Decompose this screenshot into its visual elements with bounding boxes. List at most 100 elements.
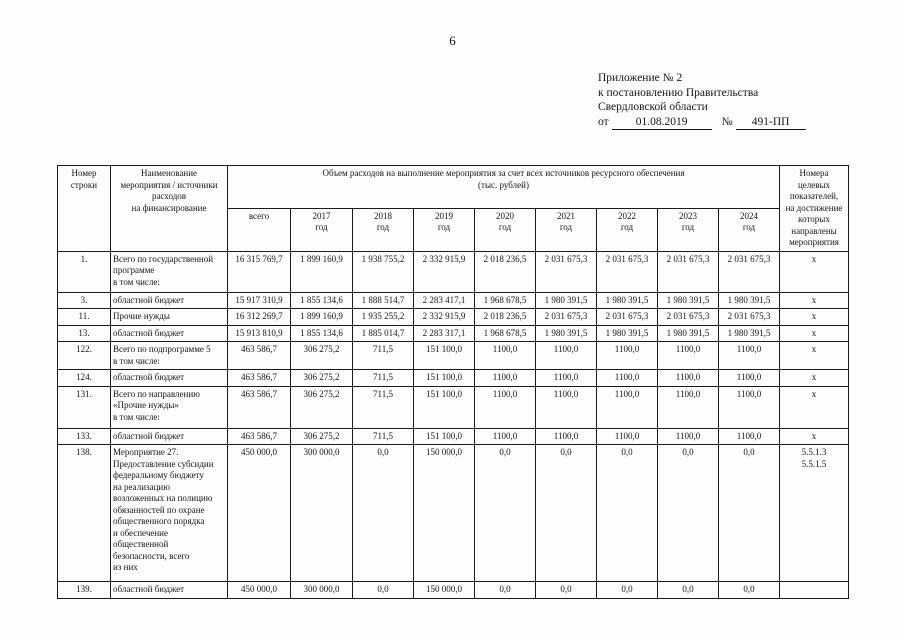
- row-value-cell: 2 031 675,3: [718, 308, 780, 326]
- row-value-cell: 15 917 310,9: [227, 291, 291, 309]
- row-value-cell: 0,0: [596, 581, 658, 599]
- row-value-cell: 0,0: [474, 444, 536, 582]
- table-row: 11. Прочие нужды 16 312 269,7 1 899 160,9 1 …: [57, 308, 849, 326]
- row-value-cell: 1100,0: [718, 385, 780, 429]
- header-targets: Номера целевых показателей, на достижени…: [779, 165, 849, 252]
- row-value-cell: 1100,0: [474, 385, 536, 429]
- budget-table: Номер строки Наименование мероприятия / …: [57, 165, 849, 599]
- row-target-cell: х: [779, 291, 849, 309]
- row-value-cell: 1100,0: [596, 341, 658, 370]
- row-value-cell: 1 935 255,2: [352, 308, 414, 326]
- row-target-cell: х: [779, 385, 849, 429]
- header-col-2023: 2023 год: [657, 207, 719, 252]
- row-value-cell: 1100,0: [474, 427, 536, 445]
- table-header: Номер строки Наименование мероприятия / …: [57, 165, 849, 252]
- row-number-cell: 124.: [57, 369, 111, 387]
- header-name: Наименование мероприятия / источники рас…: [110, 165, 228, 252]
- row-value-cell: 0,0: [718, 444, 780, 582]
- table-row: 122. Всего по подпрограмме 5 в том числе:…: [57, 341, 849, 370]
- row-name-cell: областной бюджет: [110, 581, 228, 599]
- row-value-cell: 463 586,7: [227, 369, 291, 387]
- header-col-2022: 2022 год: [596, 207, 658, 252]
- row-name-cell: Всего по направлению «Прочие нужды» в то…: [110, 385, 228, 429]
- row-target-cell: х: [779, 427, 849, 445]
- row-target-cell: х: [779, 324, 849, 342]
- row-target-cell: х: [779, 308, 849, 326]
- appendix-line-2: к постановлению Правительства: [598, 86, 759, 99]
- header-col-2020: 2020 год: [474, 207, 536, 252]
- row-value-cell: 1100,0: [718, 369, 780, 387]
- row-name-cell: Всего по государственной программе в том…: [110, 250, 228, 293]
- row-value-cell: 2 031 675,3: [596, 250, 658, 293]
- row-target-cell: [779, 581, 849, 599]
- row-number-cell: 13.: [57, 324, 111, 342]
- row-value-cell: 1100,0: [596, 369, 658, 387]
- row-value-cell: 16 315 769,7: [227, 250, 291, 293]
- row-number-cell: 133.: [57, 427, 111, 445]
- row-value-cell: 711,5: [352, 369, 414, 387]
- table-row: 131. Всего по направлению «Прочие нужды» …: [57, 385, 849, 429]
- row-value-cell: 2 031 675,3: [596, 308, 658, 326]
- row-name-cell: областной бюджет: [110, 291, 228, 309]
- header-row-2: всего 2017 год 2018 год 2019 год 2020 го…: [58, 207, 849, 252]
- row-value-cell: 1100,0: [535, 369, 597, 387]
- table-row: 124. областной бюджет 463 586,7 306 275,2 71…: [57, 369, 849, 387]
- row-value-cell: 2 031 675,3: [535, 250, 597, 293]
- number-sign: №: [721, 115, 733, 128]
- row-value-cell: 306 275,2: [290, 427, 353, 445]
- row-value-cell: 1100,0: [535, 341, 597, 370]
- row-value-cell: 0,0: [535, 444, 597, 582]
- row-value-cell: 0,0: [474, 581, 536, 599]
- row-value-cell: 1 885 014,7: [352, 324, 414, 342]
- header-col-total: всего: [227, 207, 291, 252]
- row-value-cell: 1 855 134,6: [290, 324, 353, 342]
- row-value-cell: 0,0: [352, 444, 414, 582]
- row-value-cell: 463 586,7: [227, 341, 291, 370]
- row-value-cell: 151 100,0: [413, 341, 475, 370]
- row-value-cell: 1 855 134,6: [290, 291, 353, 309]
- row-value-cell: 2 283 317,1: [413, 324, 475, 342]
- row-value-cell: 1 968 678,5: [474, 291, 536, 309]
- row-name-cell: областной бюджет: [110, 369, 228, 387]
- row-value-cell: 1 899 160,9: [290, 308, 353, 326]
- row-value-cell: 151 100,0: [413, 385, 475, 429]
- row-value-cell: 1 980 391,5: [535, 324, 597, 342]
- row-value-cell: 2 031 675,3: [657, 250, 719, 293]
- row-target-cell: 5.5.1.3 5.5.1.5: [779, 444, 849, 582]
- row-value-cell: 150 000,0: [413, 444, 475, 582]
- row-value-cell: 2 031 675,3: [657, 308, 719, 326]
- row-number-cell: 11.: [57, 308, 111, 326]
- header-col-2017: 2017 год: [290, 207, 353, 252]
- row-value-cell: 2 018 236,5: [474, 308, 536, 326]
- table-row: 139. областной бюджет 450 000,0 300 000,0 0,…: [57, 581, 849, 599]
- row-value-cell: 0,0: [718, 581, 780, 599]
- table-row: 1. Всего по государственной программе в т…: [57, 250, 849, 293]
- row-value-cell: 1100,0: [657, 369, 719, 387]
- row-value-cell: 1 980 391,5: [657, 291, 719, 309]
- row-value-cell: 1 980 391,5: [657, 324, 719, 342]
- row-name-cell: областной бюджет: [110, 324, 228, 342]
- row-value-cell: 1 968 678,5: [474, 324, 536, 342]
- appendix-number: 491-ПП: [735, 115, 806, 130]
- header-col-2019: 2019 год: [413, 207, 475, 252]
- row-value-cell: 2 332 915,9: [413, 250, 475, 293]
- row-value-cell: 1 899 160,9: [290, 250, 353, 293]
- row-value-cell: 711,5: [352, 385, 414, 429]
- row-value-cell: 1 980 391,5: [596, 324, 658, 342]
- row-target-cell: х: [779, 250, 849, 293]
- row-value-cell: 2 283 417,1: [413, 291, 475, 309]
- row-value-cell: 1 888 514,7: [352, 291, 414, 309]
- row-value-cell: 1 938 755,2: [352, 250, 414, 293]
- table-row: 13. областной бюджет 15 913 810,9 1 855 134…: [57, 324, 849, 342]
- row-value-cell: 15 913 810,9: [227, 324, 291, 342]
- appendix-date: 01.08.2019: [611, 115, 712, 130]
- row-value-cell: 1100,0: [474, 341, 536, 370]
- header-col-2021: 2021 год: [535, 207, 597, 252]
- row-value-cell: 1100,0: [596, 427, 658, 445]
- row-value-cell: 0,0: [352, 581, 414, 599]
- row-value-cell: 463 586,7: [227, 385, 291, 429]
- row-value-cell: 1100,0: [474, 369, 536, 387]
- row-name-cell: Прочие нужды: [110, 308, 228, 326]
- appendix-block: Приложение № 2 к постановлению Правитель…: [598, 71, 806, 130]
